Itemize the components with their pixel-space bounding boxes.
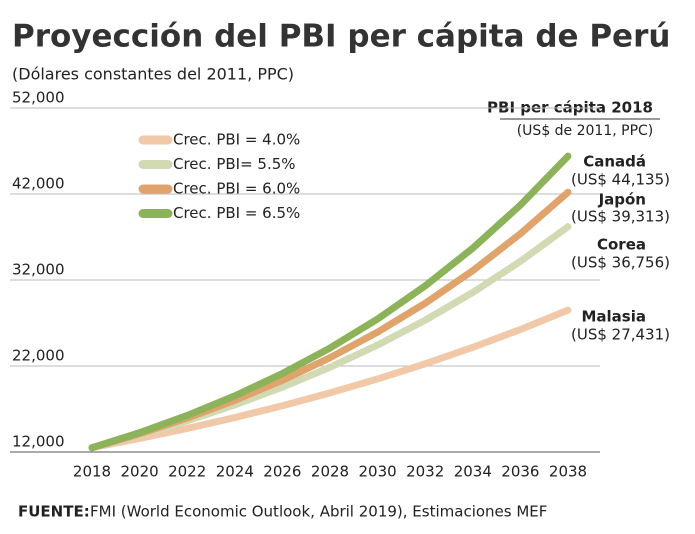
country-value: (US$ 39,313) xyxy=(571,208,670,226)
x-tick-label: 2018 xyxy=(73,463,111,481)
source-label: FUENTE: xyxy=(18,503,90,521)
country-label: Malasia xyxy=(581,308,646,326)
x-tick-label: 2020 xyxy=(121,463,159,481)
x-tick-label: 2030 xyxy=(359,463,397,481)
annotation-subtitle: (US$ de 2011, PPC) xyxy=(517,123,654,139)
chart-subtitle: (Dólares constantes del 2011, PPC) xyxy=(12,65,294,84)
series-line xyxy=(88,152,572,452)
legend-label: Crec. PBI = 4.0% xyxy=(173,131,300,149)
x-tick-label: 2028 xyxy=(311,463,349,481)
x-tick-label: 2036 xyxy=(501,463,539,481)
x-tick-label: 2038 xyxy=(549,463,587,481)
chart-title: Proyección del PBI per cápita de Perú xyxy=(12,19,670,55)
country-value: (US$ 27,431) xyxy=(571,326,670,344)
country-label: Canadá xyxy=(583,153,646,171)
y-tick-label: 32,000 xyxy=(12,261,65,279)
y-tick-label: 52,000 xyxy=(12,89,65,107)
country-value: (US$ 36,756) xyxy=(571,254,670,272)
y-tick-label: 12,000 xyxy=(12,433,65,451)
y-tick-label: 22,000 xyxy=(12,347,65,365)
series-line xyxy=(88,306,572,452)
legend-label: Crec. PBI = 6.0% xyxy=(173,180,300,198)
x-tick-label: 2034 xyxy=(454,463,492,481)
x-tick-label: 2026 xyxy=(263,463,301,481)
x-tick-label: 2024 xyxy=(216,463,254,481)
legend-label: Crec. PBI = 6.5% xyxy=(173,204,300,222)
country-label: Corea xyxy=(597,236,646,254)
x-tick-label: 2022 xyxy=(168,463,206,481)
source: FMI (World Economic Outlook, Abril 2019)… xyxy=(90,503,547,521)
country-value: (US$ 44,135) xyxy=(571,171,670,189)
x-tick-label: 2032 xyxy=(406,463,444,481)
legend-label: Crec. PBI= 5.5% xyxy=(173,155,296,173)
y-tick-label: 42,000 xyxy=(12,175,65,193)
country-label: Japón xyxy=(598,191,646,209)
